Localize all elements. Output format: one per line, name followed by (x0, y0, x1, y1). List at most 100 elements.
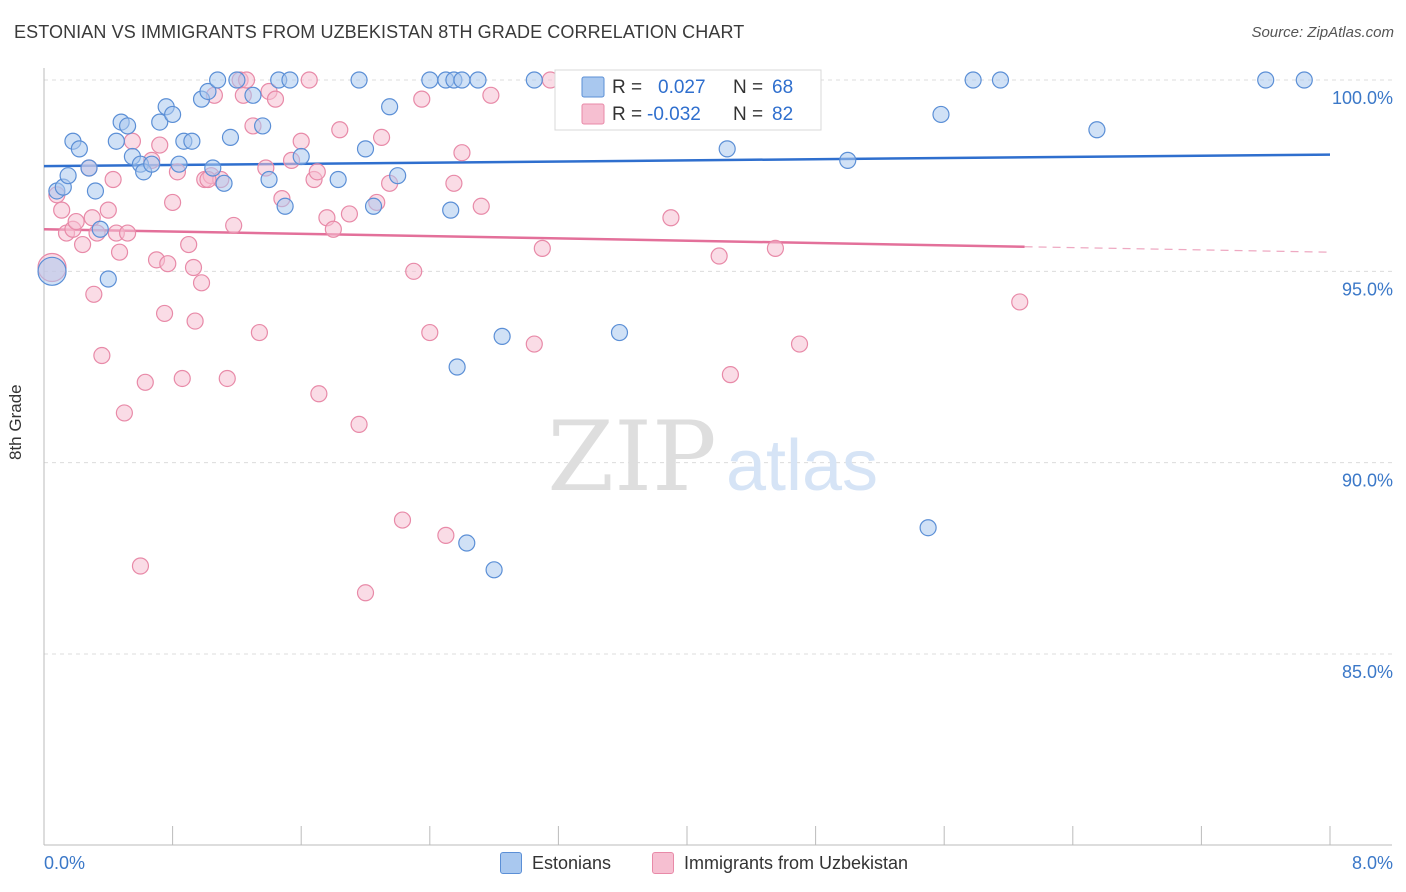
uzbekistan-point-49 (331, 121, 349, 139)
uzbekistan-point-64 (525, 335, 543, 353)
estonian-point-64 (1088, 121, 1106, 139)
trend-lines (43, 153, 1331, 253)
uzbekistan-point-10 (93, 346, 111, 365)
legend-n-label-2: N = (733, 104, 763, 125)
estonian-point-67 (442, 201, 460, 219)
uzbekistan-point-58 (421, 323, 439, 342)
uzbekistan-point-63 (482, 86, 500, 104)
estonian-point-50 (485, 561, 503, 579)
estonian-point-40 (364, 197, 383, 215)
estonian-point-22 (183, 132, 201, 150)
chart-title: ESTONIAN VS IMMIGRANTS FROM UZBEKISTAN 8… (14, 22, 745, 42)
uzbekistan-point-33 (218, 369, 236, 388)
uzbekistan-point-23 (164, 193, 182, 212)
axes (43, 68, 1392, 846)
estonian-point-59 (839, 151, 857, 169)
estonian-point-0 (37, 256, 67, 286)
uzbekistan-point-46 (310, 385, 328, 403)
estonian-point-7 (86, 182, 105, 200)
uzbekistan-point-76 (184, 258, 203, 277)
uzbekistan-point-34 (225, 216, 243, 235)
bottom-legend-swatch-estonians (500, 852, 522, 874)
source-label: Source: ZipAtlas.com (1251, 24, 1394, 41)
estonian-point-43 (421, 71, 439, 89)
uzbekistan-point-80 (308, 163, 326, 181)
watermark-zip: ZIP (547, 401, 716, 513)
uzbekistan-point-61 (453, 144, 471, 162)
uzbekistan-point-69 (721, 366, 740, 384)
bottom-legend-estonians: Estonians (500, 852, 611, 874)
estonian-point-55 (610, 323, 629, 342)
estonian-point-57 (718, 140, 736, 158)
uzbekistan-point-60 (445, 174, 463, 192)
uzbekistan-point-52 (356, 584, 375, 602)
uzbekistan-point-25 (173, 369, 191, 388)
trend-line-uzbekistan-dashed (1024, 246, 1331, 253)
uzbekistan-point-50 (340, 205, 359, 223)
uzbekistan-point-38 (250, 323, 269, 342)
uzbekistan-point-28 (192, 274, 211, 292)
legend-n-label-1: N = (733, 77, 763, 98)
uzbekistan-point-21 (155, 304, 174, 323)
uzbekistan-point-55 (393, 511, 412, 529)
uzbekistan-point-79 (118, 224, 137, 242)
estonian-point-37 (329, 170, 347, 189)
y-tick-label-2: 90.0% (1342, 471, 1393, 491)
estonian-point-47 (469, 71, 487, 89)
uzbekistan-point-26 (180, 235, 198, 254)
estonian-point-8 (91, 220, 109, 238)
watermark: ZIP atlas (547, 401, 878, 513)
estonian-point-10 (107, 132, 125, 150)
legend-n-value-2: 82 (772, 104, 793, 125)
uzbekistan-point-53 (372, 128, 391, 146)
uzbekistan-point-62 (472, 197, 490, 215)
uzbekistan-point-59 (437, 526, 455, 544)
uzbekistan-point-72 (1011, 293, 1029, 311)
estonian-point-30 (244, 86, 262, 104)
estonian-point-28 (221, 128, 240, 146)
estonian-point-52 (525, 71, 543, 89)
estonian-point-35 (281, 71, 299, 89)
legend-r-label-1: R = (612, 77, 642, 98)
estonian-point-20 (170, 155, 188, 173)
uzbekistan-point-48 (324, 220, 342, 238)
estonian-point-38 (350, 71, 368, 89)
estonian-point-66 (1295, 71, 1313, 89)
x-tick-label-1: 8.0% (1352, 853, 1393, 873)
bottom-legend-label-estonians: Estonians (532, 852, 612, 873)
uzbekistan-point-17 (136, 373, 154, 391)
uzbekistan-point-71 (790, 335, 809, 353)
uzbekistan-point-15 (123, 132, 142, 150)
estonian-point-61 (919, 519, 937, 537)
estonian-point-49 (448, 358, 466, 376)
x-tick-label-0: 0.0% (44, 853, 85, 873)
estonian-point-31 (254, 117, 272, 135)
uzbekistan-point-14 (115, 404, 133, 422)
estonian-point-26 (209, 71, 227, 89)
uzbekistan-point-51 (350, 415, 368, 433)
uzbekistan-point-45 (300, 71, 318, 89)
legend-r-value-1: 0.027 (658, 77, 706, 98)
bottom-legend: Estonians Immigrants from Uzbekistan (0, 852, 1406, 878)
uzbekistan-point-2 (53, 201, 71, 219)
uzbekistan-point-22 (159, 255, 177, 273)
estonian-point-34 (276, 197, 294, 215)
tick-labels: 100.0% 95.0% 90.0% 85.0% 0.0% 8.0% (44, 88, 1393, 873)
y-tick-label-3: 85.0% (1342, 662, 1393, 682)
uzbekistan-point-27 (186, 312, 204, 330)
estonian-point-9 (99, 270, 117, 288)
estonian-point-12 (118, 117, 137, 135)
legend-r-value-2: -0.032 (647, 104, 701, 125)
uzbekistan-point-67 (662, 209, 680, 227)
y-tick-label-1: 95.0% (1342, 279, 1393, 299)
estonian-point-16 (143, 155, 161, 173)
legend-swatch-uzbekistan (581, 103, 605, 125)
watermark-atlas: atlas (726, 426, 878, 506)
estonian-point-29 (228, 71, 246, 89)
legend: R = 0.027 N = 68 R = -0.032 N = 82 (554, 69, 822, 131)
gridlines (44, 79, 1392, 655)
uzbekistan-point-65 (533, 239, 551, 257)
estonian-point-3 (59, 167, 77, 185)
uzbekistan-point-56 (405, 262, 423, 280)
legend-n-value-1: 68 (772, 77, 793, 98)
